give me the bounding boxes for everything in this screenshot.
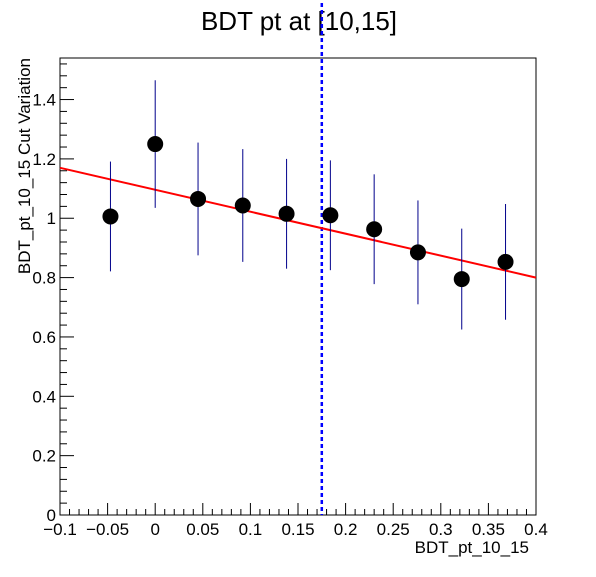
fit-line bbox=[59, 166, 537, 279]
x-tick-label: 0.4 bbox=[524, 520, 548, 539]
x-tick-label: −0.05 bbox=[86, 520, 129, 539]
data-point bbox=[322, 207, 339, 224]
data-point bbox=[234, 197, 251, 214]
data-point bbox=[409, 244, 426, 261]
x-tick-label: 0.15 bbox=[281, 520, 314, 539]
y-tick-label: 0.2 bbox=[32, 447, 56, 466]
x-tick-label: 0.1 bbox=[239, 520, 263, 539]
x-tick-label: −0.1 bbox=[43, 520, 77, 539]
y-tick-label: 1 bbox=[47, 209, 56, 228]
data-point bbox=[278, 205, 295, 222]
y-axis-label: BDT_pt_10_15 Cut Variation bbox=[15, 58, 34, 274]
y-tick-label: 0 bbox=[47, 506, 56, 525]
data-point bbox=[453, 271, 470, 288]
x-axis-label: BDT_pt_10_15 bbox=[415, 538, 529, 557]
y-tick-label: 0.4 bbox=[32, 387, 56, 406]
y-tick-label: 0.8 bbox=[32, 269, 56, 288]
y-tick-label: 1.2 bbox=[32, 150, 56, 169]
y-tick-label: 1.4 bbox=[32, 91, 56, 110]
x-tick-label: 0.25 bbox=[377, 520, 410, 539]
data-point bbox=[497, 253, 514, 270]
x-tick-label: 0.3 bbox=[429, 520, 453, 539]
y-tick-label: 0.6 bbox=[32, 328, 56, 347]
data-point bbox=[102, 208, 119, 225]
data-point bbox=[190, 190, 207, 207]
data-point bbox=[147, 136, 164, 153]
x-tick-label: 0.35 bbox=[472, 520, 505, 539]
x-tick-label: 0.2 bbox=[334, 520, 358, 539]
data-point bbox=[366, 221, 383, 238]
x-tick-label: 0.05 bbox=[186, 520, 219, 539]
x-tick-label: 0 bbox=[150, 520, 159, 539]
chart-title: BDT pt at [10,15] bbox=[201, 6, 397, 36]
